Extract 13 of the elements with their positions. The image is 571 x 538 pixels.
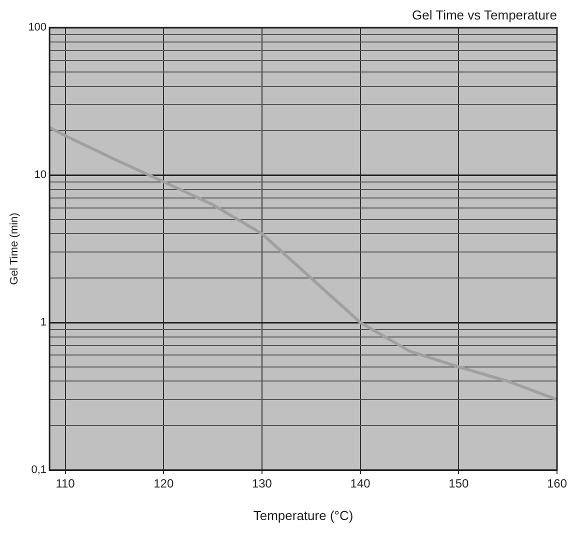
y-tick-label: 1	[40, 316, 47, 329]
y-tick-label: 100	[28, 22, 47, 34]
y-axis-title: Gel Time (min)	[8, 212, 21, 285]
x-tick-label: 160	[546, 476, 568, 491]
chart-title: Gel Time vs Temperature	[412, 7, 557, 22]
x-tick-label: 150	[448, 476, 469, 491]
x-tick-label: 130	[252, 476, 272, 491]
x-axis-title: Temperature (°C)	[253, 508, 354, 523]
y-tick-label: 0,1	[31, 464, 47, 476]
x-tick-label: 120	[154, 476, 174, 491]
x-tick-label: 110	[56, 476, 76, 491]
x-tick-label: 140	[350, 476, 371, 491]
y-tick-label: 10	[34, 169, 47, 182]
